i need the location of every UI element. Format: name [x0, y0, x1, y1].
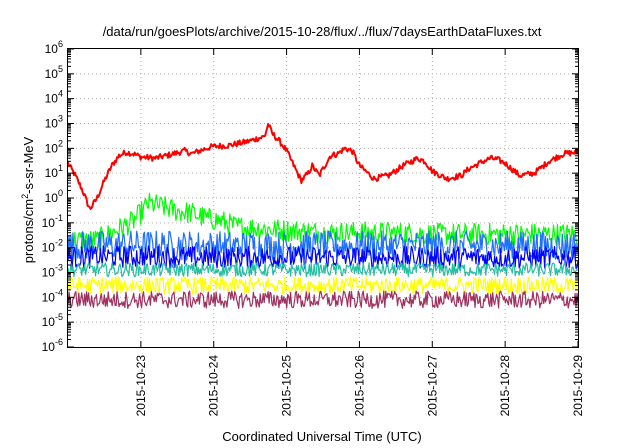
plot-frame	[67, 48, 579, 348]
flux-series-3	[67, 245, 579, 270]
y-tick-label: 10-3	[42, 263, 63, 280]
series-layer	[67, 123, 579, 309]
y-tick-label: 100	[45, 188, 63, 205]
x-tick-label: 2015-10-28	[498, 355, 512, 417]
y-tick-label: 10-2	[42, 238, 63, 255]
y-tick-label: 10-5	[42, 312, 63, 329]
y-axis-label: protons/cm2-s-sr-MeV	[20, 136, 36, 263]
x-tick-label: 2015-10-29	[571, 355, 585, 417]
x-tick-label: 2015-10-26	[352, 355, 366, 417]
x-tick-label: 2015-10-25	[280, 355, 294, 417]
x-tick-label: 2015-10-23	[134, 355, 148, 417]
x-axis-label: Coordinated Universal Time (UTC)	[222, 429, 421, 444]
y-tick-label: 102	[45, 138, 63, 155]
y-tick-label: 10-6	[42, 337, 63, 354]
x-tick-label: 2015-10-27	[425, 355, 439, 417]
flux-series-5	[67, 276, 579, 295]
y-tick-label: 103	[45, 114, 63, 131]
y-tick-label: 105	[45, 64, 63, 81]
flux-series-2	[67, 230, 579, 262]
y-tick-label: 101	[45, 163, 63, 180]
chart-title: /data/run/goesPlots/archive/2015-10-28/f…	[103, 24, 542, 39]
y-tick-label: 10-4	[42, 287, 63, 304]
x-tick-label: 2015-10-24	[207, 355, 221, 417]
y-tick-label: 10-1	[42, 213, 63, 230]
flux-series-4	[67, 262, 579, 278]
y-tick-label: 104	[45, 89, 63, 106]
flux-series-6	[67, 290, 579, 309]
flux-series-0	[67, 123, 579, 210]
axis-ticks	[68, 48, 579, 348]
y-tick-label: 106	[45, 39, 63, 56]
